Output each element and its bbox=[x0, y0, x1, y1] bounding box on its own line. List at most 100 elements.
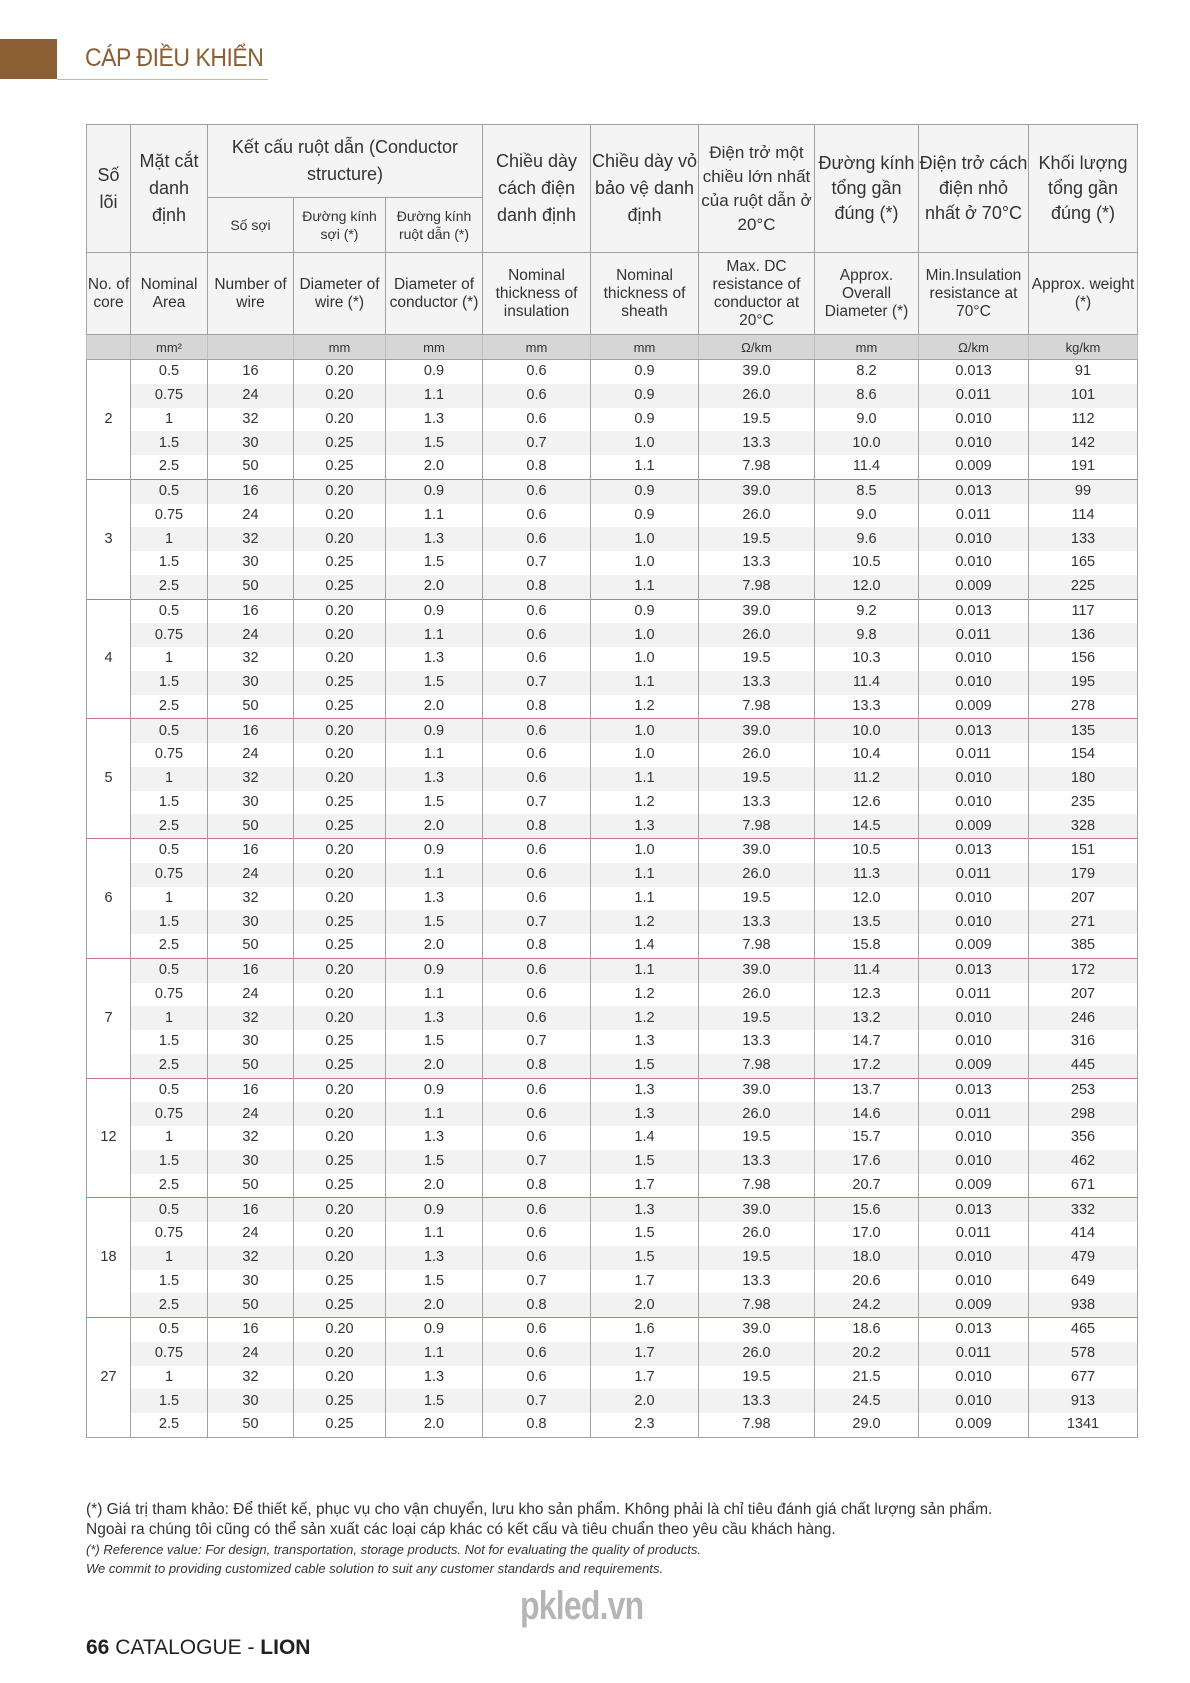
table-cell: 24 bbox=[207, 1341, 294, 1366]
table-cell: 0.010 bbox=[918, 1245, 1029, 1270]
table-cell: 9.2 bbox=[814, 598, 919, 624]
table-cell: 1.1 bbox=[590, 766, 699, 791]
table-cell: 19.5 bbox=[698, 647, 815, 671]
table-cell: 1.3 bbox=[385, 527, 483, 551]
table-cell: 1.5 bbox=[590, 1149, 699, 1174]
table-cell: 0.20 bbox=[293, 1102, 386, 1126]
table-cell: 16 bbox=[207, 478, 294, 504]
table-row: 6 0.5 16 0.20 0.9 0.6 1.0 39.0 10.5 0.013 151 bbox=[86, 837, 1138, 959]
table-row: 2.5 50 0.25 2.0 0.8 1.2 7.98 13.3 0.009 278 bbox=[87, 694, 1138, 719]
table-cell: 14.7 bbox=[814, 1030, 919, 1054]
table-row: 1 32 0.20 1.3 0.6 1.1 19.5 11.2 0.010 180 bbox=[87, 766, 1138, 791]
table-row: 1.5 30 0.25 1.5 0.7 2.0 13.3 24.5 0.010 913 bbox=[87, 1389, 1138, 1413]
table-cell: 649 bbox=[1028, 1269, 1138, 1294]
table-cell: 1.5 bbox=[130, 910, 208, 934]
table-cell: 1.0 bbox=[590, 743, 699, 767]
table-cell: 0.010 bbox=[918, 1030, 1029, 1054]
table-cell: 10.5 bbox=[814, 837, 919, 863]
table-cell: 91 bbox=[1028, 358, 1138, 384]
table-cell: 2.5 bbox=[130, 1053, 208, 1078]
table-row: 2 0.5 16 0.20 0.9 0.6 0.9 39.0 8.2 0.013 91 bbox=[86, 358, 1138, 480]
table-cell: 2.5 bbox=[130, 1173, 208, 1198]
table-cell: 2.0 bbox=[385, 934, 483, 959]
table-cell: 2.0 bbox=[385, 814, 483, 839]
table-cell: 26.0 bbox=[698, 1102, 815, 1126]
table-cell: 0.9 bbox=[385, 478, 483, 504]
core-count-cell: 7 bbox=[86, 957, 131, 1078]
table-row: 0.75 24 0.20 1.1 0.6 1.1 26.0 11.3 0.011 179 bbox=[87, 862, 1138, 887]
table-cell: 1.2 bbox=[590, 910, 699, 934]
table-cell: 0.20 bbox=[293, 1077, 386, 1103]
header-en-4: Diameter of conductor (*) bbox=[385, 252, 483, 335]
table-cell: 0.010 bbox=[918, 551, 1029, 575]
header-wires-vi: Số sợi bbox=[207, 197, 294, 253]
table-cell: 0.6 bbox=[482, 766, 591, 791]
table-cell: 0.010 bbox=[918, 1149, 1029, 1174]
table-cell: 13.3 bbox=[698, 910, 815, 934]
table-cell: 0.75 bbox=[130, 1222, 208, 1246]
table-cell: 1.5 bbox=[385, 670, 483, 695]
table-cell: 1.0 bbox=[590, 718, 699, 743]
table-cell: 0.20 bbox=[293, 383, 386, 408]
table-cell: 13.7 bbox=[814, 1077, 919, 1103]
table-cell: 1.0 bbox=[590, 431, 699, 455]
table-cell: 0.7 bbox=[482, 431, 591, 455]
table-cell: 1.5 bbox=[385, 1149, 483, 1174]
table-cell: 0.6 bbox=[482, 1197, 591, 1222]
table-cell: 172 bbox=[1028, 957, 1138, 983]
table-cell: 1.0 bbox=[590, 647, 699, 671]
table-cell: 39.0 bbox=[698, 1077, 815, 1103]
table-row: 0.75 24 0.20 1.1 0.6 1.0 26.0 9.8 0.011 136 bbox=[87, 623, 1138, 647]
table-cell: 1.0 bbox=[590, 837, 699, 863]
table-cell: 0.25 bbox=[293, 934, 386, 959]
table-cell: 938 bbox=[1028, 1293, 1138, 1318]
table-cell: 0.011 bbox=[918, 1102, 1029, 1126]
table-cell: 191 bbox=[1028, 455, 1138, 480]
table-cell: 0.009 bbox=[918, 694, 1029, 719]
core-count-cell: 4 bbox=[86, 598, 131, 719]
table-row: 5 0.5 16 0.20 0.9 0.6 1.0 39.0 10.0 0.013 135 bbox=[86, 718, 1138, 839]
table-cell: 414 bbox=[1028, 1222, 1138, 1246]
table-cell: 1 bbox=[130, 527, 208, 551]
table-cell: 19.5 bbox=[698, 1126, 815, 1150]
table-cell: 99 bbox=[1028, 478, 1138, 504]
table-cell: 0.75 bbox=[130, 503, 208, 528]
table-cell: 10.0 bbox=[814, 718, 919, 743]
core-count-cell: 6 bbox=[86, 838, 131, 959]
table-cell: 0.20 bbox=[293, 886, 386, 911]
core-count-cell: 5 bbox=[86, 718, 131, 839]
header-area-vi: Mặt cắt danh định bbox=[130, 124, 208, 253]
table-cell: 0.20 bbox=[293, 837, 386, 863]
table-cell: 1.5 bbox=[130, 1149, 208, 1174]
table-cell: 0.8 bbox=[482, 694, 591, 719]
table-cell: 1.1 bbox=[590, 574, 699, 599]
table-row: 1.5 30 0.25 1.5 0.7 1.2 13.3 12.6 0.010 235 bbox=[87, 790, 1138, 815]
table-cell: 26.0 bbox=[698, 1341, 815, 1366]
table-cell: 1 bbox=[130, 1126, 208, 1150]
table-cell: 0.6 bbox=[482, 1341, 591, 1366]
table-cell: 0.20 bbox=[293, 1365, 386, 1390]
table-cell: 0.010 bbox=[918, 527, 1029, 551]
table-cell: 0.9 bbox=[590, 598, 699, 624]
table-cell: 18.6 bbox=[814, 1316, 919, 1342]
table-cell: 20.6 bbox=[814, 1269, 919, 1294]
table-cell: 0.25 bbox=[293, 455, 386, 480]
table-cell: 0.6 bbox=[482, 1006, 591, 1030]
table-cell: 32 bbox=[207, 527, 294, 551]
table-cell: 1.2 bbox=[590, 1006, 699, 1030]
table-cell: 16 bbox=[207, 957, 294, 983]
table-cell: 30 bbox=[207, 1149, 294, 1174]
table-cell: 39.0 bbox=[698, 718, 815, 743]
table-cell: 13.3 bbox=[698, 551, 815, 575]
table-cell: 2.0 bbox=[385, 1293, 483, 1318]
unit-cell: mm bbox=[385, 334, 483, 360]
table-cell: 30 bbox=[207, 1030, 294, 1054]
table-cell: 0.6 bbox=[482, 407, 591, 432]
unit-cell: Ω/km bbox=[698, 334, 815, 360]
table-cell: 19.5 bbox=[698, 886, 815, 911]
table-cell: 9.8 bbox=[814, 623, 919, 647]
table-cell: 298 bbox=[1028, 1102, 1138, 1126]
table-cell: 278 bbox=[1028, 694, 1138, 719]
table-cell: 17.6 bbox=[814, 1149, 919, 1174]
table-row: 1 32 0.20 1.3 0.6 1.4 19.5 15.7 0.010 356 bbox=[87, 1126, 1138, 1150]
